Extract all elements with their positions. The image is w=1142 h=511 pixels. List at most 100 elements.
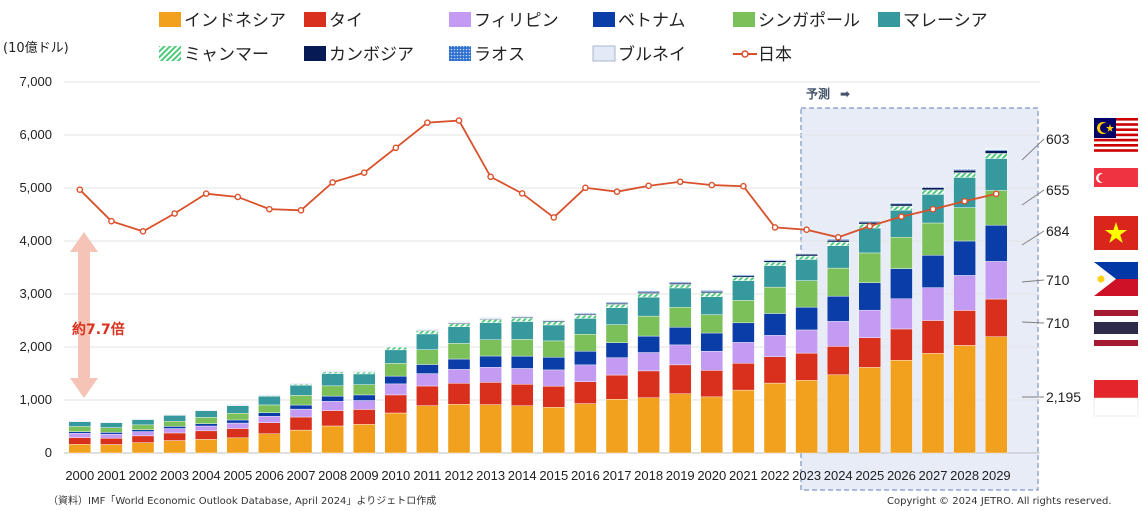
legend-swatch (449, 46, 471, 61)
bar-segment (479, 319, 502, 323)
bar-segment (100, 437, 123, 445)
bar-segment (68, 420, 92, 422)
bar-segment (321, 401, 344, 411)
bar-segment (100, 422, 123, 428)
x-tick-label: 2008 (318, 468, 347, 483)
bar-segment (700, 289, 723, 291)
x-tick-label: 2006 (255, 468, 284, 483)
legend-swatch (593, 12, 615, 27)
bar-segment (131, 435, 155, 443)
x-tick-label: 2013 (476, 468, 505, 483)
bar-segment (321, 425, 344, 454)
bar-segment (131, 418, 155, 420)
bar-segment (890, 360, 913, 454)
bar-segment (605, 399, 629, 454)
callout-leader (1021, 230, 1045, 246)
indonesia-flag-icon (1093, 380, 1139, 417)
bar-segment (542, 321, 565, 326)
japan-point (613, 188, 621, 195)
bar-segment (100, 444, 123, 454)
bar-segment (858, 367, 881, 454)
x-tick-label: 2011 (413, 468, 441, 483)
bar-segment (637, 296, 660, 317)
y-tick-label: 1,000 (19, 392, 52, 407)
legend-swatch (449, 12, 471, 27)
bar-segment (542, 319, 565, 321)
bar-segment (732, 389, 755, 454)
bar-segment (890, 237, 913, 269)
japan-point (866, 222, 874, 230)
x-tick-label: 2002 (129, 468, 158, 483)
bar-segment (479, 339, 502, 357)
bar-segment (574, 315, 597, 319)
bar-segment (637, 370, 660, 398)
bar-segment (289, 395, 313, 406)
legend-label: マレーシア (903, 11, 988, 31)
japan-point (550, 214, 558, 221)
bar-segment (542, 385, 565, 408)
callout-leader (1021, 138, 1045, 161)
bar-segment (511, 339, 534, 357)
x-tick-label: 2029 (982, 468, 1011, 483)
bar-segment (384, 394, 407, 414)
bar-segment (416, 330, 439, 335)
bar-segment (605, 301, 629, 303)
bar-segment (131, 431, 155, 437)
bar-segment (258, 433, 281, 454)
bar-segment (321, 371, 344, 374)
legend-swatch (304, 12, 326, 27)
japan-point (834, 233, 842, 241)
bar-segment (827, 267, 850, 297)
legend-label: ミャンマー (184, 45, 269, 65)
bar-segment (68, 437, 92, 445)
callout-label: 684 (1046, 223, 1070, 239)
bar-segment (921, 222, 945, 256)
x-tick-label: 2019 (666, 468, 695, 483)
legend-swatch (592, 45, 616, 62)
bar-segment (258, 412, 281, 417)
x-tick-label: 2000 (65, 468, 94, 483)
bar-segment (763, 265, 787, 288)
bar-segment (921, 187, 945, 191)
bar-segment (542, 357, 565, 371)
bar-segment (258, 404, 281, 413)
bar-segment (669, 344, 692, 366)
vietnam-flag-icon (1094, 216, 1138, 250)
legend-label: カンボジア (329, 45, 414, 65)
bar-segment (542, 324, 565, 342)
bar-segment (416, 385, 439, 406)
bar-segment (890, 328, 913, 361)
bar-segment (669, 282, 692, 285)
bar-segment (795, 255, 818, 260)
growth-annotation: 約7.7倍 (70, 232, 125, 398)
bar-segment (921, 185, 945, 187)
bar-segment (542, 369, 565, 387)
x-tick-label: 2017 (603, 468, 632, 483)
japan-point (329, 179, 336, 186)
bar-segment (321, 410, 344, 427)
callout-label: 2,195 (1046, 389, 1081, 405)
bar-segment (795, 254, 818, 257)
bar-segment (953, 310, 976, 346)
bar-segment (511, 355, 534, 369)
bar-segment (353, 384, 376, 396)
bar-segment (416, 373, 439, 387)
bar-segment (732, 363, 755, 391)
bar-segment (447, 358, 471, 370)
bar-segment (163, 428, 186, 434)
bar-segment (763, 335, 787, 358)
bar-segment (700, 292, 723, 297)
bar-segment (194, 410, 218, 418)
bar-segment (763, 313, 787, 336)
bar-segment (353, 409, 376, 425)
philippines-flag-icon (1094, 262, 1138, 296)
bar-segment (858, 220, 881, 222)
bar-segment (669, 307, 692, 328)
bar-segment (479, 382, 502, 405)
bar-segment (795, 259, 818, 281)
y-tick-label: 5,000 (19, 180, 52, 195)
bar-segment (289, 384, 313, 396)
callout-leader (1021, 279, 1045, 283)
bar-segment (511, 321, 534, 340)
thailand-flag-icon (1094, 310, 1138, 346)
